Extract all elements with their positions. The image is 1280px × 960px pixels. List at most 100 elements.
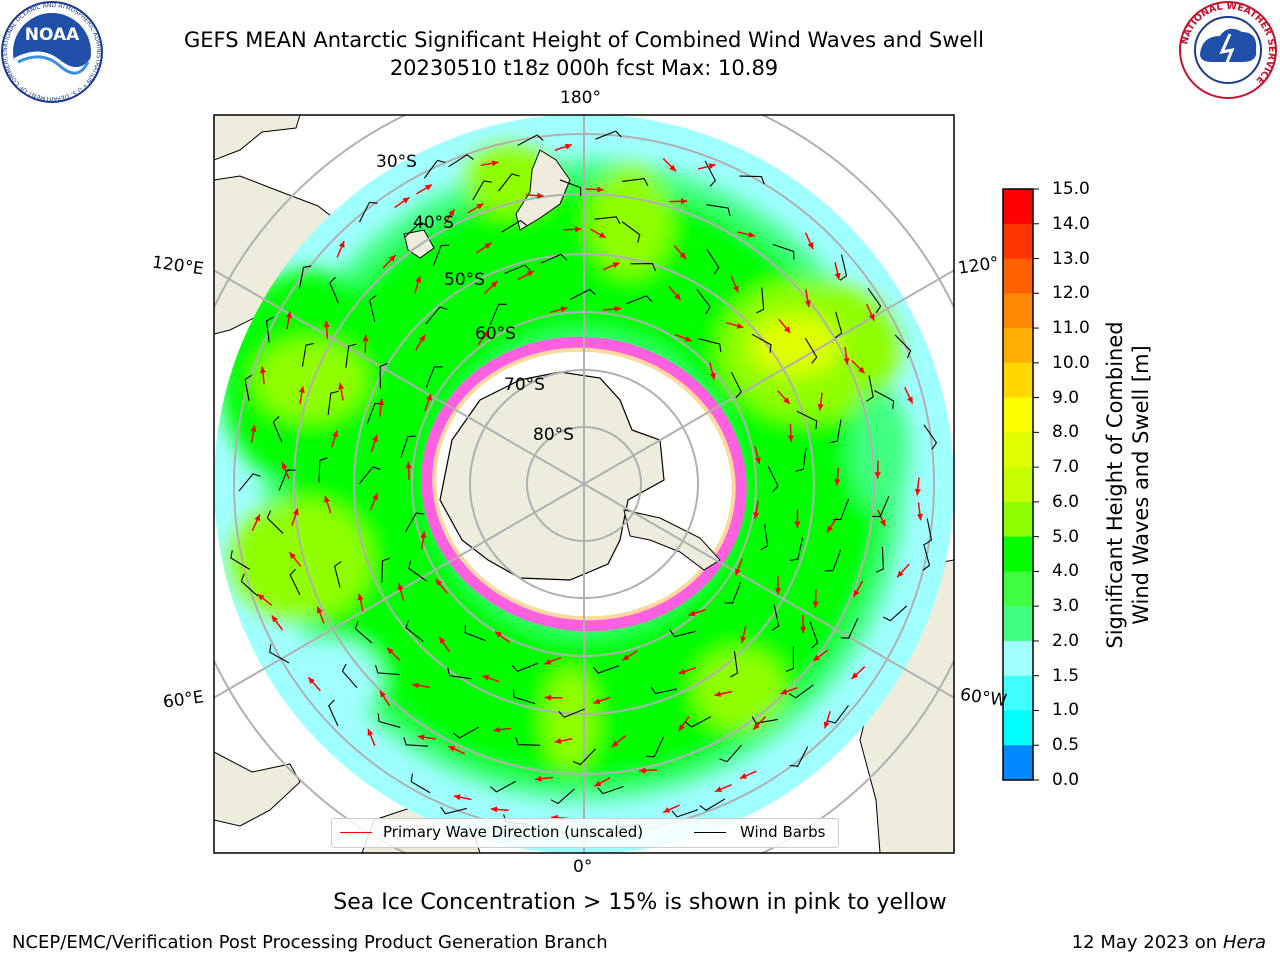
wave-direction-arrowhead (482, 674, 490, 681)
noaa-text: NOAA (25, 25, 80, 45)
wave-direction-arrowhead (397, 583, 404, 591)
wind-barb (238, 473, 261, 492)
wind-barb (756, 287, 765, 314)
wave-direction-arrowhead (812, 601, 819, 608)
wave-direction-arrowhead (316, 606, 323, 614)
wave-direction-arrowhead (897, 570, 904, 578)
wave-direction-arrowhead (495, 631, 502, 638)
wind-barb (867, 287, 882, 314)
wind-barb (767, 466, 779, 493)
wind-barb (230, 550, 251, 570)
colorbar-tick-label: 0.5 (1052, 735, 1080, 756)
wave-direction-arrowhead (834, 479, 841, 486)
wave-direction-arrowhead (367, 728, 374, 736)
wind-barb (278, 469, 296, 491)
lat-label-40s: 40°S (413, 213, 454, 233)
colorbar-swatch (1003, 328, 1033, 364)
wind-barb (671, 809, 699, 818)
wind-barb (333, 561, 342, 588)
wave-wind-vectors (230, 130, 938, 829)
wind-barb (327, 390, 339, 416)
wind-barb (804, 337, 818, 364)
wave-direction-arrowhead (804, 300, 811, 308)
wind-barb (685, 716, 712, 728)
wind-barb (875, 546, 884, 573)
wave-direction-arrowhead (372, 434, 378, 442)
wave-direction-arrowhead (622, 654, 630, 661)
colorbar-tick-label: 10.0 (1052, 352, 1090, 373)
wave-direction-arrowhead (914, 488, 921, 496)
colorbar-swatch (1003, 293, 1033, 329)
wind-barb (785, 646, 795, 672)
wave-direction-arrowhead (594, 780, 602, 787)
wind-barb (301, 342, 314, 367)
wind-barb (269, 644, 290, 664)
wind-barb (874, 390, 895, 410)
wave-direction-arrowhead (709, 372, 716, 380)
wave-direction-arrowhead (874, 472, 881, 479)
wave-direction-arrowhead (868, 313, 875, 321)
colorbar-tick-label: 0.0 (1052, 770, 1080, 790)
wave-direction-arrowhead (448, 209, 455, 217)
lat-label-60s: 60°S (475, 324, 516, 344)
wave-direction-arrowhead (323, 320, 330, 328)
colorbar-tick-label: 4.0 (1052, 561, 1080, 582)
wave-direction-arrowhead (732, 285, 739, 293)
wave-direction-arrowhead (419, 334, 425, 342)
colorbar-swatch (1003, 710, 1033, 746)
sea-ice-edge (421, 336, 747, 632)
wave-direction-arrowhead (680, 198, 688, 205)
colorbar-swatch (1003, 223, 1033, 260)
wind-barb (650, 686, 678, 695)
wind-barb (834, 311, 843, 339)
wave-direction-arrowhead (684, 335, 692, 342)
wave-direction-arrowhead (565, 143, 572, 150)
wind-barb (515, 736, 541, 746)
wave-direction-arrowhead (817, 403, 824, 411)
wave-direction-arrowhead (783, 326, 791, 333)
wind-barb (594, 216, 621, 225)
wave-direction-arrowhead (612, 262, 620, 269)
wave-direction-arrowhead (493, 726, 501, 733)
wave-direction-arrowhead (259, 366, 266, 374)
wind-barb (289, 568, 301, 596)
wind-barb (511, 662, 539, 672)
wave-direction-arrowhead (879, 519, 886, 527)
wave-direction-arrowhead (379, 690, 386, 698)
wave-direction-arrowhead (425, 393, 432, 401)
wind-barb (730, 371, 742, 399)
wave-direction-arrowhead (780, 688, 788, 695)
wind-barb (706, 204, 731, 217)
colorbar-swatch (1003, 606, 1033, 642)
wind-barb (832, 498, 850, 521)
wave-direction-arrowhead (858, 366, 865, 374)
wind-barb (699, 798, 726, 811)
wind-barb (345, 343, 357, 368)
wind-barb (882, 605, 908, 622)
colorbar-swatch (1003, 536, 1033, 572)
wave-direction-arrowhead (916, 513, 923, 521)
wind-barb (354, 620, 373, 644)
colorbar-swatch (1003, 467, 1033, 503)
wave-direction-arrowhead (271, 615, 278, 623)
wave-direction-arrowhead (674, 293, 681, 300)
wave-direction-arrowhead (663, 807, 671, 813)
wind-barb (517, 134, 544, 146)
noaa-logo: NOAA NATIONAL OCEANIC AND ATMOSPHERIC AD… (1, 1, 103, 103)
wind-barb (358, 466, 381, 485)
nws-logo: NATIONAL WEATHER SERVICE (1179, 1, 1277, 99)
wave-direction-arrowhead (389, 255, 396, 262)
wave-direction-arrowhead (439, 636, 446, 644)
wind-barb (696, 289, 711, 314)
wave-direction-arrowhead (826, 525, 833, 533)
wave-direction-arrowhead (794, 521, 801, 528)
wind-barb (244, 374, 253, 402)
wave-direction-arrowhead (823, 721, 830, 729)
wind-barb (328, 699, 339, 726)
wind-barb (550, 788, 575, 805)
colorbar-tick-label: 1.0 (1052, 700, 1080, 721)
wind-barb (540, 253, 568, 264)
wave-direction-arrowhead (614, 305, 622, 312)
wind-barb (265, 316, 274, 343)
